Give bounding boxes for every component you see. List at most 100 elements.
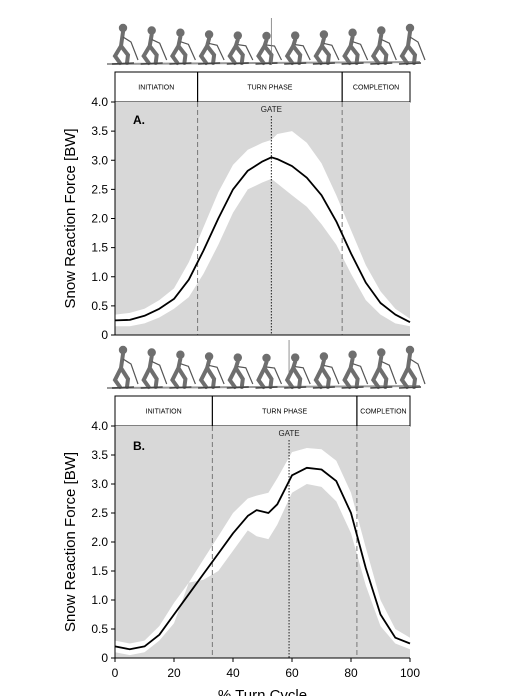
skier-body <box>256 38 274 65</box>
ski-pole <box>323 364 340 385</box>
ski <box>312 62 335 65</box>
skier-figure <box>312 30 340 65</box>
y-tick-label: 2.5 <box>91 506 108 520</box>
skier-body <box>198 358 217 389</box>
skier-head <box>176 28 185 37</box>
y-tick-label: 0.5 <box>91 299 108 313</box>
y-tick-label: 4.0 <box>91 95 108 109</box>
y-tick-label: 3.5 <box>91 124 108 138</box>
x-tick-label: 80 <box>344 666 358 680</box>
ski <box>169 386 192 389</box>
skier-head <box>319 352 329 361</box>
ski-pole <box>180 363 196 385</box>
y-tick-label: 3.5 <box>91 448 108 462</box>
ski-pole <box>266 44 283 61</box>
skier-head <box>405 345 415 355</box>
y-tick-label: 2.5 <box>91 182 108 196</box>
ski <box>140 62 163 65</box>
skier-figure <box>169 350 196 389</box>
y-tick-label: 0 <box>101 651 108 665</box>
skier-head <box>348 28 357 37</box>
skier-body <box>370 32 389 65</box>
x-tick-label: 100 <box>400 666 420 680</box>
plot-area <box>115 426 410 658</box>
skier-figure <box>140 26 168 65</box>
y-tick-label: 3.0 <box>91 153 108 167</box>
sd-band <box>115 131 410 327</box>
ski <box>111 386 135 389</box>
skier-head <box>377 348 386 357</box>
ski-pole <box>352 363 369 385</box>
skier-figure <box>398 345 426 389</box>
x-axis-label: % Turn Cycle <box>218 687 307 696</box>
skier-figure <box>370 26 397 65</box>
ski-pole <box>151 360 168 385</box>
mean-line <box>114 156 411 323</box>
skier-figure <box>341 28 369 65</box>
skier-figure <box>198 352 225 389</box>
skier-body <box>141 354 159 389</box>
skier-head <box>348 350 357 359</box>
skier-body <box>227 37 245 65</box>
x-tick-label: 0 <box>112 666 119 680</box>
skier-figure <box>226 31 254 65</box>
ski-pole <box>208 364 225 385</box>
y-tick-label: 1.0 <box>91 593 108 607</box>
skier-head <box>405 23 415 33</box>
y-tick-label: 3.0 <box>91 477 108 491</box>
phase-box <box>114 71 411 103</box>
skier-body <box>399 352 418 389</box>
ski <box>226 386 249 389</box>
skier-body <box>198 36 217 65</box>
skier-figure <box>284 31 311 65</box>
skier-head <box>377 26 386 35</box>
skier-head <box>233 31 242 40</box>
skier-body <box>141 32 159 65</box>
phase-bar: INITIATION TURN PHASE COMPLETION <box>114 395 411 427</box>
skier-head <box>118 23 128 33</box>
skier-head <box>262 31 271 41</box>
ski <box>140 386 163 389</box>
skier-body <box>313 36 331 65</box>
skier-head <box>147 26 156 35</box>
phase-label: INITIATION <box>146 409 182 416</box>
ski-pole <box>352 41 369 61</box>
x-tick-label: 60 <box>285 666 299 680</box>
y-tick-label: 2.0 <box>91 535 108 549</box>
phase-label: COMPLETION <box>360 409 406 416</box>
skier-body <box>256 360 274 389</box>
ski-pole <box>208 42 225 61</box>
chart-panel-1: INITIATION TURN PHASE COMPLETION GATE 0 0.5 1.… <box>62 18 426 342</box>
ski-pole <box>180 41 196 61</box>
x-tick-label: 20 <box>167 666 181 680</box>
y-tick-label: 4.0 <box>91 419 108 433</box>
plot-area <box>115 102 410 335</box>
ski <box>398 62 422 65</box>
sd-band <box>115 448 410 656</box>
phase-box <box>114 395 411 427</box>
skier-figure <box>198 30 225 65</box>
y-tick-label: 1.0 <box>91 270 108 284</box>
ski-pole <box>237 44 254 61</box>
ski <box>255 62 278 65</box>
skier-body <box>313 358 331 389</box>
skier-body <box>399 30 418 65</box>
gate-annotation: GATE <box>278 429 299 438</box>
skier-head <box>147 348 156 357</box>
y-tick-label: 1.5 <box>91 564 108 578</box>
y-tick-label: 1.5 <box>91 241 108 255</box>
skier-figure <box>312 352 340 389</box>
ski-pole <box>237 366 254 385</box>
ski <box>198 62 221 65</box>
ski <box>226 62 249 65</box>
skier-head <box>319 30 329 39</box>
y-axis-label: Snow Reaction Force [BW] <box>62 452 79 632</box>
skier-body <box>284 37 303 65</box>
y-axis-label: Snow Reaction Force [BW] <box>62 128 79 308</box>
ski <box>398 386 422 389</box>
skier-figure <box>255 31 283 65</box>
ski-pole <box>295 44 311 61</box>
skier-sequence-icon <box>106 18 426 65</box>
phase-label: COMPLETION <box>353 85 399 92</box>
